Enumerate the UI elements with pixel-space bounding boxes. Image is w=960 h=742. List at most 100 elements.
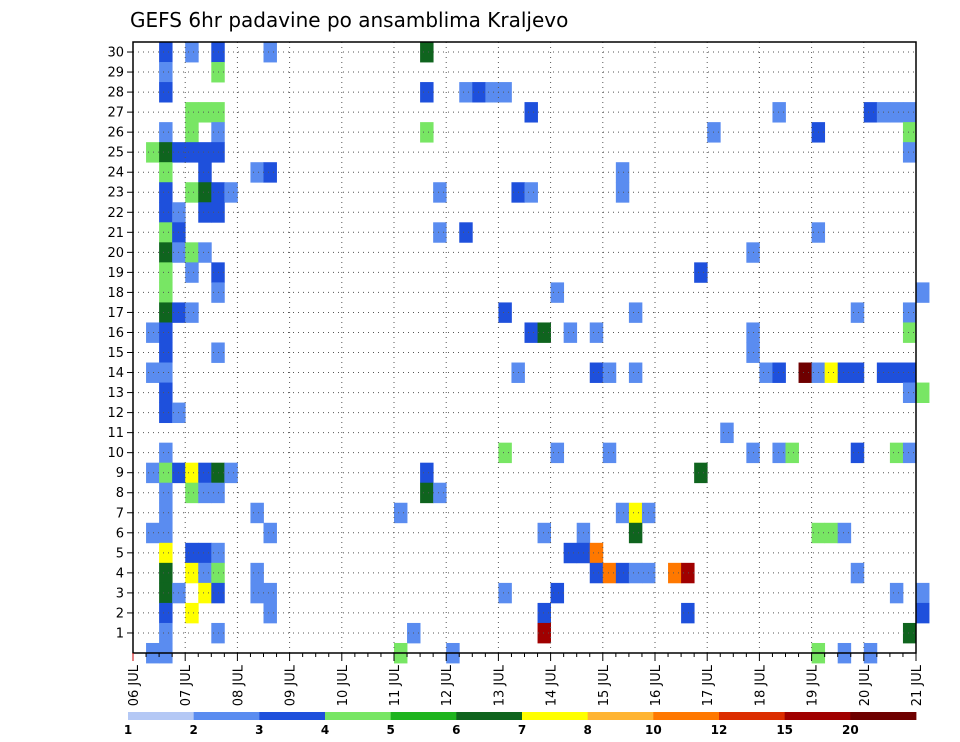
colorbar-label: 2	[189, 723, 197, 737]
colorbar-label: 7	[518, 723, 526, 737]
x-tick-labels: 06 JUL 07 JUL 08 JUL 09 JUL 10 JUL 11 JUL 12 J…	[127, 664, 925, 706]
heatmap-cell	[824, 362, 839, 383]
x-tick-label: 19 JUL	[806, 664, 821, 706]
colorbar-label: 4	[321, 723, 329, 737]
colorbar-label: 6	[452, 723, 460, 737]
heatmap-cell	[185, 262, 199, 283]
heatmap-cell	[263, 162, 277, 183]
heatmap-cell	[185, 182, 199, 203]
heatmap-cell	[159, 322, 173, 343]
heatmap-cell	[916, 282, 930, 303]
x-tick-label: 17 JUL	[701, 664, 716, 706]
heatmap-cell	[198, 562, 212, 584]
heatmap-cell	[159, 202, 173, 223]
x-tick-label: 13 JUL	[492, 664, 507, 706]
x-tick-label: 06 JUL	[127, 664, 142, 706]
y-tick-label: 22	[107, 206, 124, 221]
heatmap-cell	[524, 182, 538, 203]
colorbar-swatch	[128, 712, 195, 720]
x-tick-label: 21 JUL	[910, 664, 925, 706]
heatmap-cell	[916, 602, 930, 624]
heatmap-cell	[159, 162, 173, 183]
heatmap-cell	[550, 282, 565, 303]
heatmap-cell	[250, 162, 264, 183]
heatmap-cell	[159, 122, 173, 143]
y-tick-label: 7	[116, 506, 124, 521]
heatmap-cell	[159, 222, 173, 243]
heatmap-cell	[185, 42, 199, 63]
heatmap-cell	[563, 322, 578, 343]
heatmap-cell	[159, 282, 173, 303]
x-tick-label: 08 JUL	[231, 664, 246, 706]
colorbar-swatch	[522, 712, 589, 720]
colorbar-label: 20	[842, 723, 859, 737]
heatmap-cell	[159, 142, 173, 163]
heatmap-cell	[615, 162, 630, 183]
colorbar-label: 8	[583, 723, 591, 737]
heatmap-cell	[185, 122, 199, 143]
heatmap-cell	[681, 602, 695, 624]
heatmap-cell	[772, 362, 786, 383]
heatmap-cell	[628, 562, 643, 584]
colorbar-label: 1	[124, 723, 132, 737]
heatmap-cell	[772, 102, 786, 123]
y-tick-label: 4	[116, 566, 124, 581]
heatmap-cell	[146, 322, 160, 343]
colorbar-label: 5	[386, 723, 394, 737]
heatmap-cell	[472, 82, 486, 103]
heatmap-cell	[537, 522, 551, 544]
heatmap-cell	[720, 422, 734, 444]
x-tick-label: 20 JUL	[858, 664, 873, 706]
colorbar-swatch	[719, 712, 786, 720]
heatmap-cell	[224, 182, 238, 203]
heatmap-cell	[459, 82, 473, 103]
heatmap-cell	[263, 42, 277, 63]
grid-lines	[133, 42, 916, 653]
heatmap-cell	[185, 462, 199, 484]
heatmap-cell	[198, 242, 212, 263]
heatmap-cell	[159, 522, 173, 544]
heatmap-cell	[250, 502, 264, 524]
chart-title: GEFS 6hr padavine po ansamblima Kraljevo	[130, 8, 568, 32]
heatmap-cell	[146, 522, 160, 544]
y-tick-label: 16	[107, 326, 124, 341]
x-tick-label: 09 JUL	[284, 664, 299, 706]
heatmap-cell	[537, 322, 551, 343]
heatmap-cell	[159, 382, 173, 403]
y-tick-label: 9	[116, 466, 124, 481]
heatmap-cell	[250, 562, 264, 584]
heatmap-cell	[185, 302, 199, 323]
heatmap-cell	[420, 42, 434, 63]
x-tick-label: 18 JUL	[753, 664, 768, 706]
heatmap-cell	[159, 562, 173, 584]
heatmap-cell	[198, 142, 212, 163]
heatmap-cell	[628, 362, 643, 383]
y-tick-label: 21	[107, 226, 124, 241]
colorbar-swatch	[456, 712, 523, 720]
y-tick-label: 20	[107, 246, 124, 261]
heatmap-cell	[159, 602, 173, 624]
heatmap-cell	[498, 442, 512, 464]
heatmap-cell	[498, 302, 512, 323]
y-tick-label: 26	[107, 126, 124, 141]
heatmap-cell	[850, 362, 865, 383]
heatmap-cell	[681, 562, 695, 584]
heatmap-cell	[250, 582, 264, 604]
y-tick-label: 28	[107, 86, 124, 101]
colorbar-swatch	[850, 712, 917, 720]
heatmap-cell	[498, 582, 512, 604]
y-tick-label: 10	[107, 446, 124, 461]
heatmap-cell	[433, 222, 447, 243]
heatmap-cell	[615, 502, 630, 524]
heatmap-cell	[420, 462, 434, 484]
heatmap-cell	[159, 462, 173, 484]
heatmap-cell	[615, 562, 630, 584]
colorbar-swatch	[587, 712, 654, 720]
heatmap-cell	[159, 502, 173, 524]
colorbar-swatch	[784, 712, 851, 720]
heatmap-cell	[146, 462, 160, 484]
heatmap-cell	[837, 522, 852, 544]
heatmap-cell	[159, 302, 173, 323]
heatmap-cell	[550, 582, 565, 604]
